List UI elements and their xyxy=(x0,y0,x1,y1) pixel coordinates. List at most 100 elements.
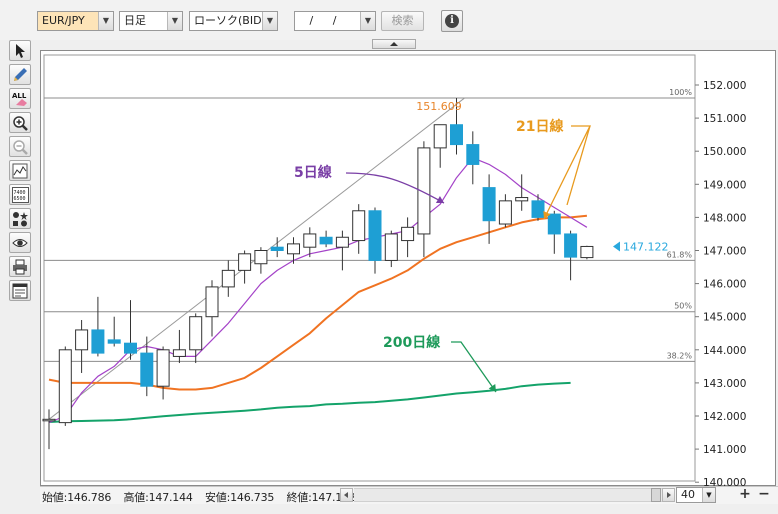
close-price: 終値:147.122 xyxy=(286,491,356,504)
svg-text:7400: 7400 xyxy=(14,190,26,196)
annotation-label: 5日線 xyxy=(294,164,332,181)
y-axis-tick-label: 150.000 xyxy=(703,146,746,158)
annotation-arrow xyxy=(451,341,497,393)
date-value: / / xyxy=(309,14,345,27)
pointer-tool-button[interactable] xyxy=(9,40,31,61)
indicator-button[interactable] xyxy=(9,160,31,181)
timeframe-select[interactable]: 日足 ▼ xyxy=(119,11,183,31)
bullish-candle xyxy=(433,124,447,149)
date-input[interactable]: / / ▼ xyxy=(294,11,376,31)
horizontal-scrollbar[interactable] xyxy=(354,488,662,502)
zoom-in-button[interactable] xyxy=(9,112,31,133)
zoom-out-icon xyxy=(13,140,28,155)
bullish-candle xyxy=(42,418,56,422)
bullish-candle xyxy=(156,349,170,387)
chevron-down-icon[interactable]: ▼ xyxy=(262,12,277,30)
bullish-candle xyxy=(498,200,512,225)
plot-area: 152.000 151.000 150.000 149.000 148.000 147.0… xyxy=(42,54,746,487)
ohlc-readout: 始値:146.786 高値:147.144 安値:146.735 終値:147.… xyxy=(42,489,365,505)
current-price-marker xyxy=(613,241,620,252)
y-axis-tick-label: 148.000 xyxy=(703,212,746,224)
bullish-candle xyxy=(287,243,300,255)
scrollbar-thumb[interactable] xyxy=(651,488,661,502)
high-price-label: 151.609 xyxy=(416,100,462,113)
bullish-candle xyxy=(384,233,398,261)
symbol-button[interactable] xyxy=(9,208,31,229)
bearish-candle xyxy=(368,210,382,261)
erase-all-icon: ALL xyxy=(12,92,27,106)
eye-icon xyxy=(12,239,28,247)
annotation-label: 21日線 xyxy=(516,118,563,135)
svg-text:6500: 6500 xyxy=(14,196,26,202)
bullish-candle xyxy=(303,233,317,248)
zoom-in-icon xyxy=(13,116,28,131)
bullish-candle xyxy=(515,197,529,202)
zoom-in-plus-button[interactable]: + xyxy=(739,486,751,502)
y-axis-tick-label: 149.000 xyxy=(703,179,746,191)
collapse-toolbar-button[interactable] xyxy=(372,39,416,49)
print-button[interactable] xyxy=(9,256,31,277)
annotation-arrow xyxy=(566,125,591,206)
annotation-arrow xyxy=(543,125,592,220)
search-button[interactable]: 検索 xyxy=(381,11,424,31)
erase-all-button[interactable]: ALL xyxy=(9,88,31,109)
y-axis-tick-label: 146.000 xyxy=(703,279,746,291)
bullish-candle xyxy=(205,286,219,318)
annotation-arrow xyxy=(345,172,445,204)
fibonacci-level-label: 38.2% xyxy=(667,351,693,360)
chart-type-value: ローソク(BID) xyxy=(194,14,266,27)
bearish-candle xyxy=(270,246,284,252)
chevron-down-icon[interactable]: ▼ xyxy=(98,12,113,30)
bearish-candle xyxy=(319,236,333,245)
chevron-down-icon[interactable]: ▼ xyxy=(360,12,375,30)
scroll-right-button[interactable] xyxy=(662,488,675,502)
bearish-candle xyxy=(482,187,496,222)
bearish-candle xyxy=(107,339,121,344)
y-axis-tick-label: 144.000 xyxy=(703,345,746,357)
pen-icon xyxy=(14,68,27,81)
svg-text:ALL: ALL xyxy=(12,92,27,100)
plot-border xyxy=(43,54,696,482)
chevron-down-icon[interactable]: ▼ xyxy=(167,12,182,30)
bar-count-select[interactable]: 40 ▼ xyxy=(676,487,716,503)
scroll-left-button[interactable] xyxy=(340,488,353,502)
zoom-out-minus-button[interactable]: − xyxy=(758,486,770,502)
fibonacci-level-label: 61.8% xyxy=(667,250,693,259)
info-button[interactable]: i xyxy=(441,10,463,32)
sma200-line xyxy=(48,381,571,423)
status-bar: 始値:146.786 高値:147.144 安値:146.735 終値:147.… xyxy=(40,486,778,504)
window-layout-button[interactable] xyxy=(9,280,31,301)
bullish-candle xyxy=(352,210,366,242)
annotation-arrowhead xyxy=(435,196,444,203)
price-chart[interactable]: 152.000 151.000 150.000 149.000 148.000 147.0… xyxy=(40,50,777,487)
annotation-arrowhead xyxy=(488,383,496,392)
indicator-icon xyxy=(12,163,28,179)
bearish-candle xyxy=(450,124,463,146)
window-layout-icon xyxy=(12,283,28,299)
numeric-table-button[interactable]: 7400 6500 xyxy=(9,184,31,205)
fibonacci-level-label: 50% xyxy=(674,302,692,311)
bullish-candle xyxy=(335,236,349,248)
bearish-candle xyxy=(564,233,578,258)
bearish-candle xyxy=(140,352,154,387)
y-axis-tick-label: 152.000 xyxy=(703,80,746,92)
bullish-candle xyxy=(401,226,415,242)
currency-pair-select[interactable]: EUR/JPY ▼ xyxy=(37,11,114,31)
bullish-candle xyxy=(172,349,186,357)
low-price: 安値:146.735 xyxy=(205,491,275,504)
y-axis-tick-label: 151.000 xyxy=(703,113,746,125)
bearish-candle xyxy=(91,329,105,354)
high-price: 高値:147.144 xyxy=(123,491,193,504)
visibility-button[interactable] xyxy=(9,232,31,253)
chevron-down-icon[interactable]: ▼ xyxy=(702,488,715,502)
open-price: 始値:146.786 xyxy=(42,491,112,504)
candlestick-chart-svg[interactable]: 152.000 151.000 150.000 149.000 148.000 147.0… xyxy=(41,51,777,487)
zoom-out-button[interactable] xyxy=(9,136,31,157)
pen-tool-button[interactable] xyxy=(9,64,31,85)
chart-type-select[interactable]: ローソク(BID) ▼ xyxy=(189,11,278,31)
sma21-line xyxy=(48,214,588,391)
bullish-candle xyxy=(189,316,203,351)
bullish-candle xyxy=(238,253,252,271)
currency-pair-value: EUR/JPY xyxy=(42,14,85,27)
